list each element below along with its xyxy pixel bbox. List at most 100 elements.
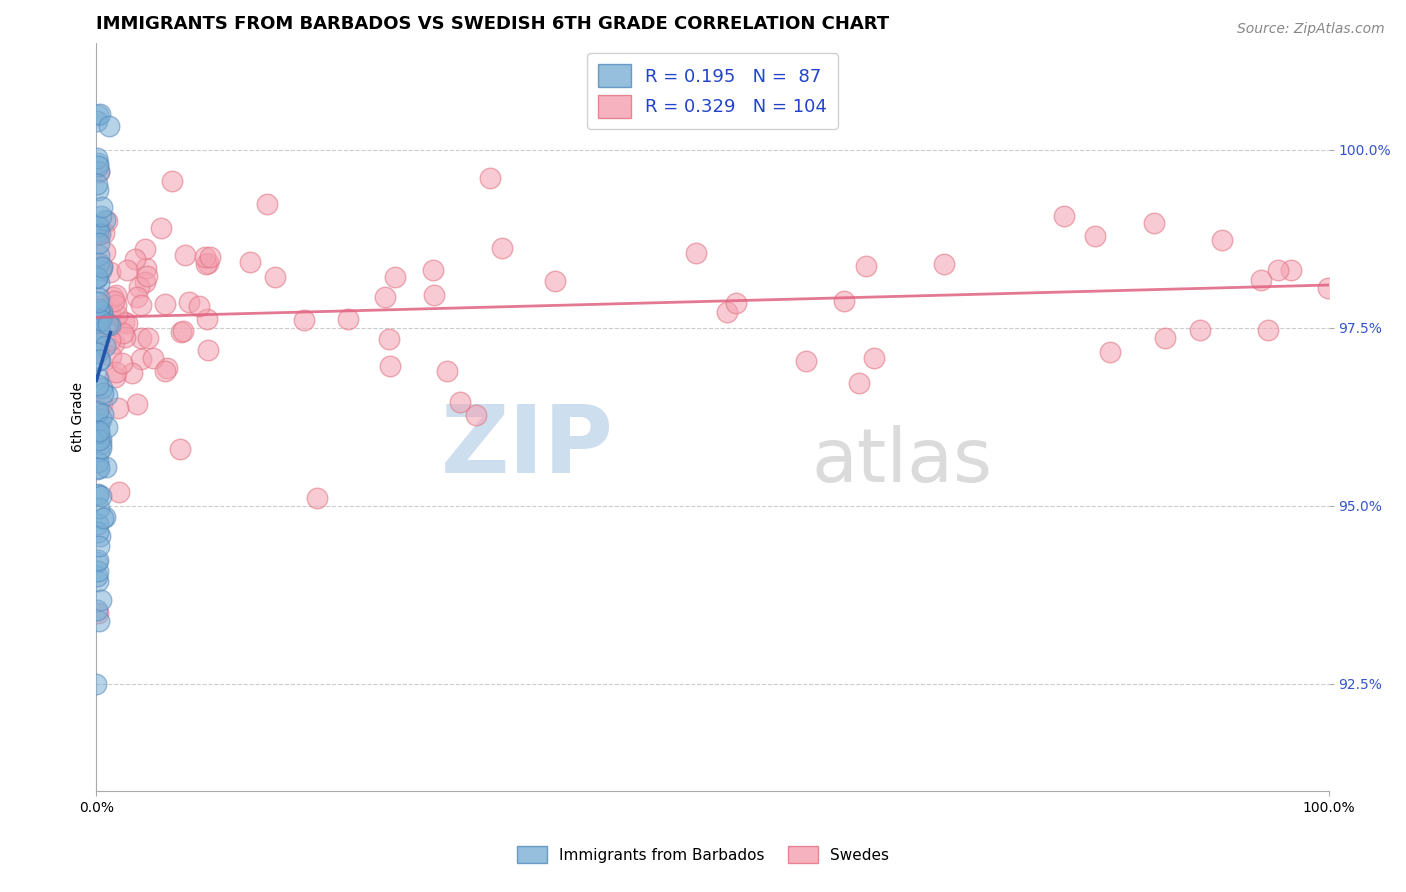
Point [86, 346, 108, 360]
Point [89, 227, 111, 241]
Point [91, 510, 114, 524]
Point [194, 250, 217, 264]
Point [1098, 345, 1121, 359]
Point [86, 339, 108, 353]
Point [87, 248, 110, 262]
Point [855, 259, 877, 273]
Point [90, 412, 112, 426]
Point [87, 444, 110, 458]
Point [292, 312, 315, 326]
Point [131, 298, 153, 312]
Point [87, 353, 110, 368]
Point [87, 302, 110, 317]
Point [90, 437, 112, 451]
Point [97, 119, 120, 133]
Point [94, 320, 117, 334]
Point [195, 312, 218, 326]
Point [89, 528, 111, 542]
Point [724, 295, 747, 310]
Point [378, 332, 401, 346]
Point [91, 200, 114, 214]
Point [87, 292, 110, 306]
Point [96, 460, 118, 475]
Point [104, 369, 127, 384]
Point [155, 297, 177, 311]
Point [169, 442, 191, 456]
Point [90, 489, 112, 503]
Point [135, 260, 157, 275]
Point [86, 270, 108, 285]
Point [87, 574, 110, 589]
Point [1316, 281, 1339, 295]
Point [90, 593, 112, 607]
Point [832, 293, 855, 308]
Point [90, 210, 112, 224]
Point [716, 305, 738, 319]
Point [86, 270, 108, 285]
Point [87, 183, 110, 197]
Point [89, 277, 111, 291]
Point [174, 248, 197, 262]
Point [89, 107, 111, 121]
Point [86, 555, 108, 569]
Point [256, 197, 278, 211]
Point [121, 366, 143, 380]
Point [1267, 262, 1289, 277]
Point [87, 424, 110, 438]
Point [436, 364, 458, 378]
Point [134, 242, 156, 256]
Point [87, 517, 110, 532]
Point [124, 252, 146, 266]
Point [91, 309, 114, 323]
Point [848, 376, 870, 391]
Point [89, 256, 111, 270]
Point [86, 151, 108, 165]
Point [197, 256, 219, 270]
Point [198, 251, 221, 265]
Point [90, 441, 112, 455]
Point [100, 349, 122, 363]
Point [93, 310, 115, 324]
Point [87, 377, 110, 392]
Point [111, 356, 134, 370]
Point [87, 488, 110, 502]
Point [863, 351, 886, 365]
Point [91, 407, 114, 421]
Point [305, 491, 328, 505]
Point [177, 294, 200, 309]
Point [197, 343, 219, 357]
Point [89, 311, 111, 326]
Point [91, 305, 114, 319]
Point [188, 299, 211, 313]
Legend: R = 0.195   N =  87, R = 0.329   N = 104: R = 0.195 N = 87, R = 0.329 N = 104 [588, 54, 838, 128]
Point [87, 224, 110, 238]
Point [155, 363, 177, 377]
Point [89, 352, 111, 367]
Point [87, 220, 110, 235]
Point [104, 365, 127, 379]
Point [98, 307, 121, 321]
Point [87, 433, 110, 447]
Point [94, 213, 117, 227]
Point [86, 487, 108, 501]
Point [86, 219, 108, 233]
Point [264, 269, 287, 284]
Point [90, 432, 112, 446]
Point [86, 424, 108, 438]
Point [239, 255, 262, 269]
Point [87, 371, 110, 385]
Point [108, 484, 131, 499]
Point [87, 539, 110, 553]
Point [91, 385, 114, 400]
Point [169, 325, 191, 339]
Point [129, 352, 152, 367]
Point [87, 315, 110, 329]
Point [543, 274, 565, 288]
Point [105, 308, 128, 322]
Legend: Immigrants from Barbados, Swedes: Immigrants from Barbados, Swedes [509, 838, 897, 871]
Point [112, 315, 135, 329]
Point [97, 317, 120, 331]
Point [1257, 322, 1279, 336]
Point [96, 387, 118, 401]
Point [125, 397, 148, 411]
